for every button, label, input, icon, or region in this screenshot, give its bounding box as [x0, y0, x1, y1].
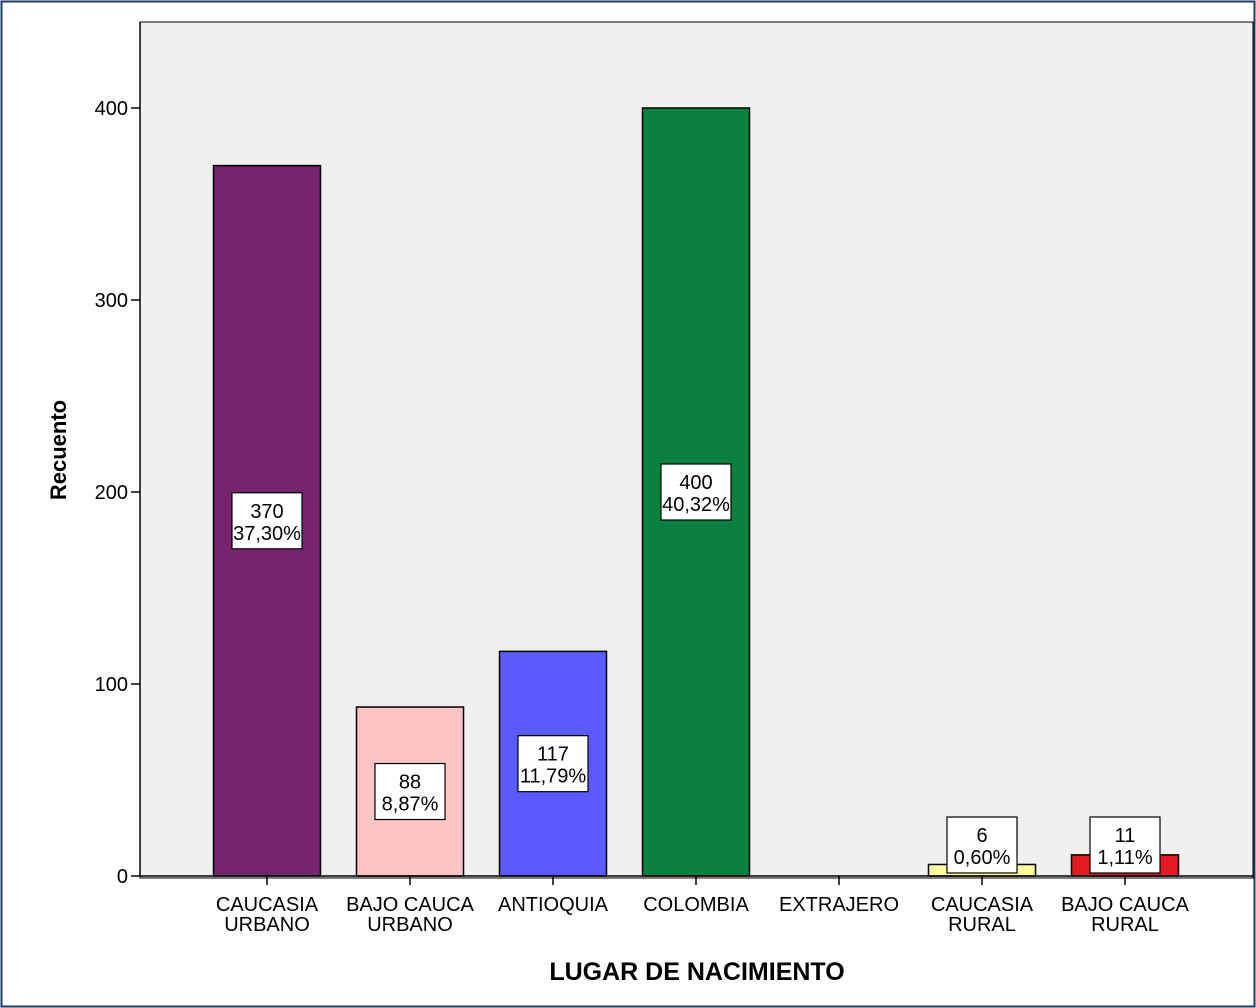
data-label: 111,11%	[1089, 816, 1161, 874]
x-tick-label-line: BAJO CAUCA	[346, 894, 474, 916]
x-tick-label-line: EXTRAJERO	[779, 894, 899, 916]
x-tick-label: BAJO CAUCA URBANO	[346, 894, 474, 936]
data-label-count: 117	[537, 744, 569, 766]
x-tick-label: COLOMBIA	[643, 894, 749, 916]
data-label-count: 11	[1115, 825, 1136, 847]
data-label-box	[374, 762, 446, 821]
data-label-count: 370	[250, 501, 283, 523]
data-label: 60,60%	[946, 816, 1018, 874]
x-tick-label: CAUCASIA RURAL	[931, 894, 1034, 936]
data-label-percent: 37,30%	[233, 523, 301, 545]
data-label-box	[946, 816, 1018, 874]
y-tick-label: 100	[95, 674, 128, 696]
data-label-box	[517, 735, 589, 793]
data-label-percent: 1,11%	[1097, 847, 1152, 869]
x-tick-label-line: COLOMBIA	[643, 894, 749, 916]
y-axis-title: Recuento	[46, 400, 71, 500]
x-tick-label: EXTRAJERO	[779, 894, 899, 916]
data-label-percent: 40,32%	[662, 494, 730, 516]
y-tick-label: 400	[95, 98, 128, 120]
x-tick-label: ANTIOQUIA	[498, 894, 609, 916]
data-label-count: 6	[976, 825, 987, 847]
x-tick-label-line: RURAL	[948, 914, 1016, 936]
x-tick-label-line: URBANO	[367, 914, 453, 936]
data-label-box	[1089, 816, 1161, 874]
x-axis-title: LUGAR DE NACIMIENTO	[549, 958, 844, 986]
x-tick-label-line: RURAL	[1091, 914, 1159, 936]
x-tick-label: CAUCASIA URBANO	[216, 894, 319, 936]
data-label-count: 88	[399, 772, 421, 794]
x-tick-label-line: CAUCASIA	[931, 894, 1034, 916]
data-label-percent: 0,60%	[954, 847, 1011, 869]
x-tick-label: BAJO CAUCA RURAL	[1061, 894, 1189, 936]
x-tick-label-line: ANTIOQUIA	[498, 894, 609, 916]
data-label-box	[231, 492, 303, 550]
x-tick-label-line: CAUCASIA	[216, 894, 319, 916]
data-label-box	[660, 463, 732, 521]
x-tick-label-line: URBANO	[224, 914, 310, 936]
y-tick-label: 0	[117, 866, 128, 888]
y-tick-label: 300	[95, 290, 128, 312]
y-tick-label: 200	[95, 482, 128, 504]
data-label-percent: 8,87%	[382, 794, 439, 816]
data-label-percent: 11,79%	[520, 766, 587, 788]
data-label: 888,87%	[374, 762, 446, 821]
x-tick-label-line: BAJO CAUCA	[1061, 894, 1189, 916]
data-label-count: 400	[679, 472, 712, 494]
